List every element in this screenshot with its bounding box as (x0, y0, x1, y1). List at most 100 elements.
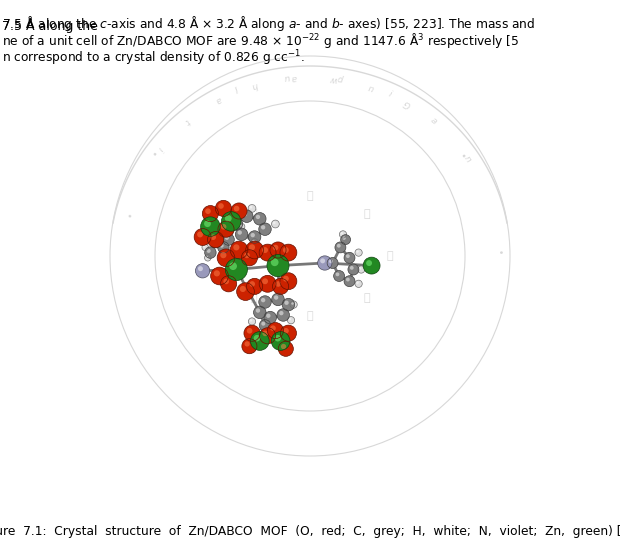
Circle shape (291, 302, 294, 305)
Circle shape (344, 276, 355, 287)
Circle shape (205, 254, 211, 261)
Circle shape (266, 313, 270, 318)
Circle shape (257, 331, 260, 334)
Circle shape (346, 254, 350, 258)
Circle shape (267, 323, 283, 339)
Circle shape (289, 318, 291, 321)
Text: •: • (459, 149, 469, 158)
Circle shape (350, 266, 353, 270)
Text: d: d (336, 75, 343, 85)
Circle shape (259, 275, 276, 292)
Circle shape (220, 252, 226, 258)
Circle shape (254, 306, 266, 319)
Circle shape (213, 229, 216, 232)
Circle shape (259, 244, 276, 261)
Circle shape (278, 341, 293, 357)
Circle shape (252, 240, 255, 242)
Text: •: • (151, 149, 161, 158)
Circle shape (254, 212, 266, 225)
Circle shape (241, 210, 253, 222)
Circle shape (249, 244, 255, 251)
Circle shape (290, 301, 297, 308)
Circle shape (225, 236, 229, 240)
Circle shape (261, 298, 265, 302)
Circle shape (249, 318, 255, 325)
Text: n: n (463, 154, 473, 164)
Circle shape (271, 258, 278, 266)
Circle shape (358, 266, 365, 273)
Text: ा: ा (307, 191, 313, 201)
Circle shape (260, 328, 276, 344)
Text: u: u (367, 82, 375, 92)
Circle shape (210, 234, 216, 240)
Circle shape (212, 228, 219, 235)
Circle shape (225, 215, 232, 222)
Circle shape (211, 267, 228, 285)
Circle shape (342, 236, 346, 240)
Text: र: र (227, 251, 233, 261)
Text: •: • (122, 212, 132, 219)
Circle shape (259, 296, 271, 308)
Circle shape (255, 308, 260, 313)
Circle shape (217, 249, 235, 266)
Circle shape (237, 230, 242, 235)
Circle shape (203, 245, 205, 247)
Circle shape (218, 242, 229, 253)
Circle shape (274, 295, 278, 300)
Circle shape (261, 225, 265, 229)
Circle shape (344, 252, 355, 263)
Circle shape (244, 325, 260, 341)
Circle shape (206, 249, 211, 253)
Circle shape (355, 249, 362, 256)
Text: t: t (182, 117, 191, 126)
Text: त: त (250, 293, 257, 304)
Circle shape (255, 215, 260, 219)
Circle shape (198, 266, 203, 271)
Circle shape (280, 244, 297, 261)
Circle shape (335, 242, 346, 253)
Circle shape (275, 335, 281, 341)
Circle shape (280, 273, 297, 289)
Circle shape (261, 322, 265, 325)
Circle shape (249, 206, 252, 209)
Circle shape (335, 272, 339, 276)
Circle shape (230, 241, 248, 259)
Circle shape (337, 244, 340, 248)
Circle shape (264, 311, 277, 324)
Text: n: n (284, 74, 291, 84)
Circle shape (204, 220, 211, 227)
Circle shape (234, 206, 239, 211)
Circle shape (271, 331, 290, 351)
Circle shape (208, 232, 224, 248)
Text: •: • (494, 250, 503, 256)
Circle shape (329, 259, 333, 263)
Circle shape (256, 330, 264, 337)
Circle shape (340, 232, 343, 235)
Circle shape (359, 267, 361, 270)
Circle shape (250, 331, 269, 351)
Text: i: i (386, 90, 392, 99)
Circle shape (279, 311, 283, 315)
Text: य: य (250, 209, 257, 218)
Circle shape (355, 280, 362, 287)
Circle shape (228, 210, 235, 217)
Circle shape (272, 220, 279, 228)
Text: a: a (291, 73, 297, 83)
Circle shape (246, 241, 264, 259)
Circle shape (210, 236, 221, 248)
Circle shape (346, 278, 350, 282)
Circle shape (250, 319, 252, 322)
Text: I: I (234, 87, 239, 96)
Circle shape (285, 300, 289, 305)
Circle shape (205, 247, 216, 258)
Circle shape (270, 325, 281, 336)
Text: a: a (215, 94, 223, 105)
Circle shape (247, 278, 263, 294)
Text: h: h (251, 80, 259, 90)
Circle shape (219, 244, 224, 248)
Circle shape (283, 328, 289, 334)
Circle shape (195, 264, 210, 278)
Circle shape (283, 247, 289, 253)
Text: ा: ा (307, 311, 313, 321)
Circle shape (348, 264, 359, 275)
